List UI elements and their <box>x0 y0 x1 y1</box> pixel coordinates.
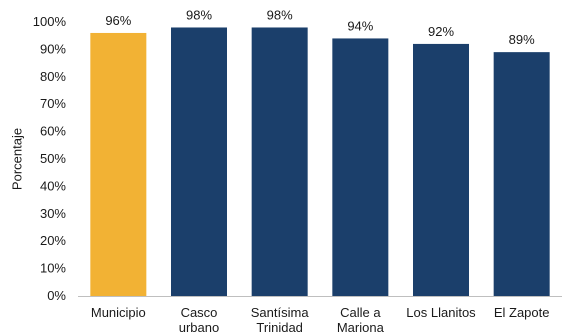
y-tick-label: 70% <box>40 96 66 111</box>
bar <box>90 32 147 297</box>
bar <box>332 38 389 296</box>
y-tick-label: 0% <box>47 288 66 303</box>
data-labels-group: 96% 98% 98% 94% 92% 89% <box>105 7 535 47</box>
category-label: Santísima <box>251 305 310 320</box>
y-tick-label: 10% <box>40 261 66 276</box>
category-label: Mariona <box>337 320 385 334</box>
category-label: Los Llanitos <box>406 305 476 320</box>
y-tick-label: 60% <box>40 124 66 139</box>
y-tick-label: 90% <box>40 41 66 56</box>
category-label: urbano <box>179 320 219 334</box>
bar-value-label: 94% <box>347 18 373 33</box>
bar <box>171 27 227 296</box>
bars-group <box>90 27 550 297</box>
category-label: Municipio <box>91 305 146 320</box>
bar <box>413 43 469 296</box>
bar-value-label: 89% <box>509 32 535 47</box>
y-axis-title: Porcentaje <box>9 128 24 190</box>
y-tick-label: 40% <box>40 178 66 193</box>
y-tick-label: 30% <box>40 206 66 221</box>
bar <box>251 27 308 296</box>
category-label: Casco <box>181 305 218 320</box>
category-label: Calle a <box>340 305 381 320</box>
y-tick-label: 20% <box>40 233 66 248</box>
bar <box>493 52 550 296</box>
y-tick-label: 100% <box>33 14 67 29</box>
y-axis-ticks: 0% 10% 20% 30% 40% 50% 60% 70% 80% 90% 100% <box>33 14 67 303</box>
bar-value-label: 96% <box>105 13 131 28</box>
bar-value-label: 98% <box>267 7 293 22</box>
bar-value-label: 92% <box>428 24 454 39</box>
category-label: Trinidad <box>256 320 302 334</box>
bar-value-label: 98% <box>186 7 212 22</box>
y-tick-label: 80% <box>40 69 66 84</box>
category-label: El Zapote <box>494 305 550 320</box>
y-tick-label: 50% <box>40 151 66 166</box>
